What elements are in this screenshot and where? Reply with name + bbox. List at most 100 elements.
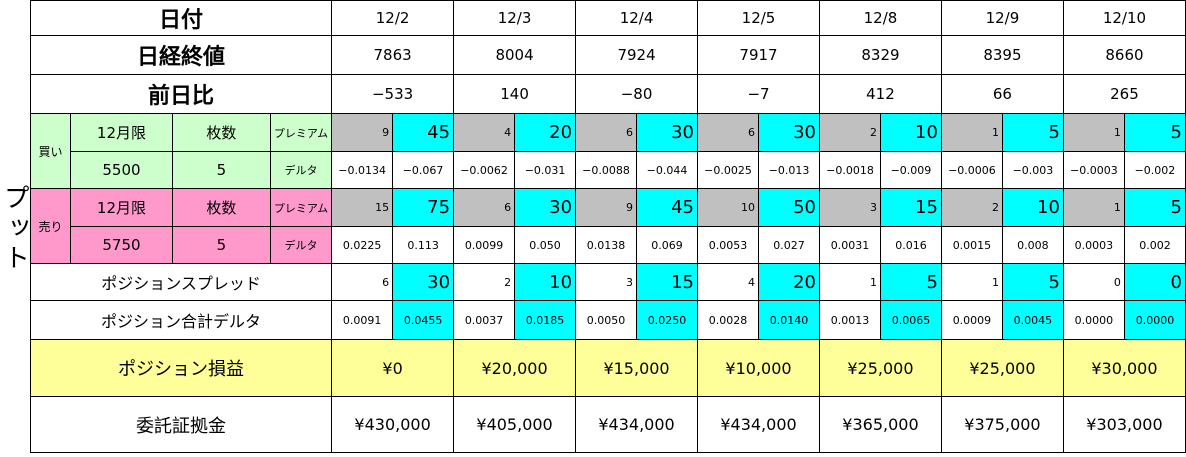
close-cell: 8660 [1062, 35, 1186, 75]
sell-premium-label: プレミアム [269, 188, 333, 227]
close-cell: 7863 [331, 35, 455, 75]
buy-premium-total-cell: 20 [514, 113, 577, 152]
change-cell: 265 [1062, 74, 1186, 114]
buy-delta-total-cell: −0.067 [392, 151, 455, 189]
total-delta-cell: 0.0037 [453, 300, 516, 340]
spread-total-cell: 5 [879, 263, 942, 301]
spread-cell: 6 [331, 263, 394, 301]
sell-delta-cell: 0.0031 [818, 226, 881, 264]
row-pnl: ポジション損益 ¥0 ¥20,000 ¥15,000 ¥10,000 ¥25,000 ¥2… [29, 339, 1186, 397]
total-delta-cell: 0.0091 [331, 300, 394, 340]
row-sell-delta: 5750 5 デルタ 0.0225 0.113 0.0099 0.050 0.0138 0… [31, 226, 1186, 264]
header-close: 日経終値 [29, 35, 333, 75]
buy-delta-total-cell: −0.009 [879, 151, 942, 189]
spread-cell: 1 [818, 263, 881, 301]
sell-delta-total-cell: 0.069 [636, 226, 699, 264]
buy-delta-cell: −0.0018 [818, 151, 881, 189]
total-delta-total-cell: 0.0250 [636, 300, 699, 340]
spread-cell: 1 [940, 263, 1003, 301]
date-cell: 12/5 [697, 0, 820, 36]
buy-premium-cell: 1 [940, 113, 1003, 152]
spread-total-cell: 0 [1123, 263, 1186, 301]
sell-delta-cell: 0.0053 [697, 226, 759, 264]
buy-delta-cell: −0.0006 [940, 151, 1003, 189]
total-delta-cell: 0.0028 [697, 300, 759, 340]
row-spread: ポジションスプレッド 6 30 2 10 3 15 4 20 1 5 1 5 0 0 [29, 263, 1186, 301]
buy-premium-total-cell: 10 [879, 113, 942, 152]
buy-premium-cell: 1 [1062, 113, 1125, 152]
sell-premium-cell: 2 [940, 188, 1003, 227]
sell-strike: 5750 [69, 226, 173, 264]
sell-delta-total-cell: 0.027 [758, 226, 820, 264]
sell-premium-cell: 10 [697, 188, 759, 227]
row-margin: 委託証拠金 ¥430,000 ¥405,000 ¥434,000 ¥434,000 ¥3… [29, 396, 1186, 453]
spread-total-cell: 10 [514, 263, 577, 301]
change-cell: 66 [940, 74, 1064, 114]
margin-cell: ¥434,000 [697, 396, 820, 453]
pnl-cell: ¥30,000 [1062, 339, 1186, 397]
header-total-delta: ポジション合計デルタ [29, 300, 333, 340]
row-total-delta: ポジション合計デルタ 0.0091 0.0455 0.0037 0.0185 0.005… [29, 300, 1186, 340]
buy-premium-total-cell: 45 [392, 113, 455, 152]
sell-premium-total-cell: 15 [879, 188, 942, 227]
sell-delta-total-cell: 0.008 [1001, 226, 1064, 264]
buy-tag: 買い [30, 113, 71, 189]
buy-delta-total-cell: −0.044 [636, 151, 699, 189]
spread-cell: 4 [697, 263, 759, 301]
sell-premium-total-cell: 30 [514, 188, 577, 227]
sell-delta-cell: 0.0138 [575, 226, 638, 264]
buy-delta-cell: −0.0088 [575, 151, 638, 189]
margin-cell: ¥365,000 [818, 396, 942, 453]
margin-cell: ¥375,000 [940, 396, 1064, 453]
row-buy-delta: 5500 5 デルタ −0.0134 −0.067 −0.0062 −0.031 −0.… [31, 151, 1186, 189]
total-delta-total-cell: 0.0045 [1001, 300, 1064, 340]
sell-delta-total-cell: 0.002 [1123, 226, 1186, 264]
buy-premium-cell: 2 [818, 113, 881, 152]
total-delta-total-cell: 0.0000 [1123, 300, 1186, 340]
buy-delta-label: デルタ [269, 151, 333, 189]
buy-delta-total-cell: −0.013 [758, 151, 820, 189]
sell-delta-cell: 0.0015 [940, 226, 1003, 264]
buy-premium-cell: 4 [453, 113, 516, 152]
change-cell: −80 [575, 74, 699, 114]
close-cell: 8395 [940, 35, 1064, 75]
sell-delta-cell: 0.0003 [1062, 226, 1125, 264]
pnl-cell: ¥0 [331, 339, 455, 397]
buy-premium-total-cell: 5 [1001, 113, 1064, 152]
sell-qty: 5 [171, 226, 271, 264]
pnl-cell: ¥15,000 [575, 339, 699, 397]
sell-premium-total-cell: 10 [1001, 188, 1064, 227]
pnl-cell: ¥25,000 [818, 339, 942, 397]
total-delta-total-cell: 0.0140 [758, 300, 820, 340]
spread-cell: 2 [453, 263, 516, 301]
total-delta-total-cell: 0.0065 [879, 300, 942, 340]
margin-cell: ¥303,000 [1062, 396, 1186, 453]
buy-delta-cell: −0.0025 [697, 151, 759, 189]
sell-qty-label: 枚数 [171, 188, 271, 227]
row-sell-premium: 売り 12月限 枚数 プレミアム 15 75 6 30 9 45 10 50 3 15 2 10 1 5 [30, 188, 1186, 264]
sell-delta-total-cell: 0.050 [514, 226, 577, 264]
sell-tag: 売り [30, 188, 71, 264]
pnl-cell: ¥10,000 [697, 339, 820, 397]
buy-premium-cell: 9 [331, 113, 394, 152]
close-cell: 8004 [453, 35, 577, 75]
total-delta-cell: 0.0009 [940, 300, 1003, 340]
header-margin: 委託証拠金 [29, 396, 333, 453]
buy-premium-total-cell: 5 [1123, 113, 1186, 152]
buy-qty: 5 [171, 151, 271, 189]
sell-premium-total-cell: 5 [1123, 188, 1186, 227]
sell-delta-total-cell: 0.016 [879, 226, 942, 264]
sell-premium-total-cell: 45 [636, 188, 699, 227]
spread-total-cell: 15 [636, 263, 699, 301]
sell-delta-total-cell: 0.113 [392, 226, 455, 264]
margin-cell: ¥405,000 [453, 396, 577, 453]
buy-premium-total-cell: 30 [636, 113, 699, 152]
sell-premium-cell: 1 [1062, 188, 1125, 227]
sell-premium-cell: 15 [331, 188, 394, 227]
total-delta-cell: 0.0050 [575, 300, 638, 340]
total-delta-cell: 0.0013 [818, 300, 881, 340]
pnl-cell: ¥20,000 [453, 339, 577, 397]
sell-premium-total-cell: 75 [392, 188, 455, 227]
header-date: 日付 [29, 0, 333, 36]
change-cell: −533 [331, 74, 455, 114]
